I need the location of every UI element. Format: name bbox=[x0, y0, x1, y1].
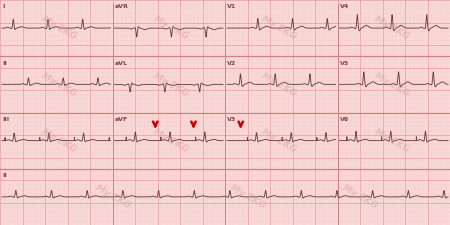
Text: V1: V1 bbox=[227, 4, 236, 9]
Text: V4: V4 bbox=[339, 4, 349, 9]
Text: My EKG: My EKG bbox=[94, 183, 131, 210]
Text: My EKG: My EKG bbox=[229, 183, 266, 210]
Text: My EKG: My EKG bbox=[40, 15, 77, 42]
Text: II: II bbox=[2, 61, 7, 66]
Text: My EKG: My EKG bbox=[373, 71, 410, 98]
Text: My EKG: My EKG bbox=[260, 127, 298, 154]
Text: V6: V6 bbox=[339, 117, 349, 122]
Text: V2: V2 bbox=[227, 61, 236, 66]
Text: II: II bbox=[2, 173, 7, 178]
Text: My EKG: My EKG bbox=[373, 15, 410, 42]
Text: I: I bbox=[2, 4, 4, 9]
Text: My EKG: My EKG bbox=[260, 71, 298, 98]
Text: My EKG: My EKG bbox=[40, 71, 77, 98]
Text: My EKG: My EKG bbox=[152, 127, 190, 154]
Text: aVF: aVF bbox=[114, 117, 128, 122]
Text: V5: V5 bbox=[339, 61, 349, 66]
Text: My EKG: My EKG bbox=[152, 71, 190, 98]
Text: aVL: aVL bbox=[114, 61, 127, 66]
Text: aVR: aVR bbox=[114, 4, 128, 9]
Text: My EKG: My EKG bbox=[373, 127, 410, 154]
Text: My EKG: My EKG bbox=[341, 183, 379, 210]
Text: My EKG: My EKG bbox=[152, 15, 190, 42]
Text: III: III bbox=[2, 117, 9, 122]
Text: My EKG: My EKG bbox=[40, 127, 77, 154]
Text: My EKG: My EKG bbox=[260, 15, 298, 42]
Text: V3: V3 bbox=[227, 117, 236, 122]
